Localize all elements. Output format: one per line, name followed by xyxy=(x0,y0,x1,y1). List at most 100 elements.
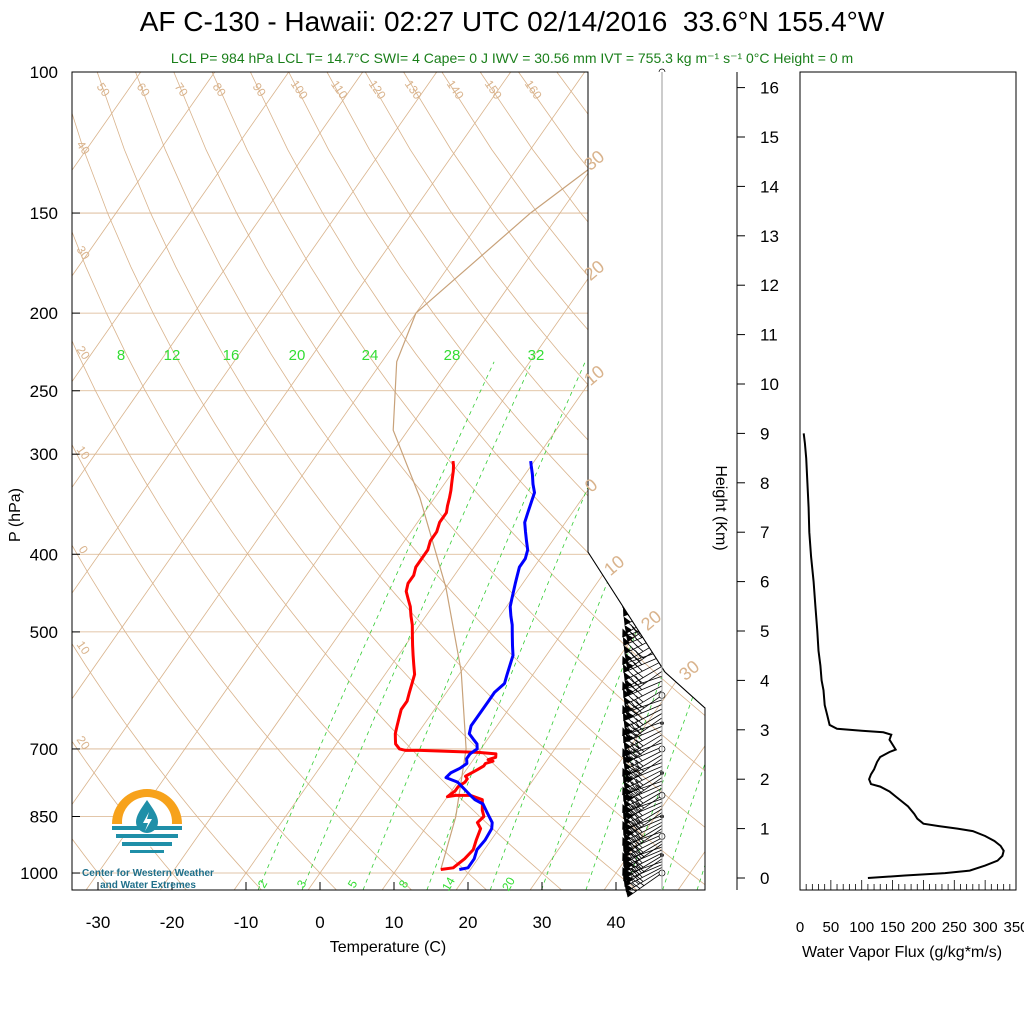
height-tick-label: 8 xyxy=(760,474,769,493)
wv-tick-label: 250 xyxy=(942,919,967,936)
wind-barb-icon xyxy=(623,750,663,771)
dry-adiabat-line xyxy=(441,72,705,404)
wind-barb-feather xyxy=(635,759,644,767)
wind-barb-shaft xyxy=(624,685,663,706)
wind-barb-flag xyxy=(625,754,634,763)
t-tick-label: -10 xyxy=(234,913,259,932)
wind-barb-flag xyxy=(625,711,634,720)
dry-adiabat-line xyxy=(72,111,637,890)
t-tick-label: 0 xyxy=(315,913,324,932)
isotherm-label: 20 xyxy=(74,733,93,752)
wind-barb-shaft xyxy=(625,734,663,757)
wind-barb-feather xyxy=(635,753,643,762)
wind-barb-feather xyxy=(632,821,641,829)
mixing-ratio-line xyxy=(362,361,586,890)
dry-adiabat-line xyxy=(72,443,412,890)
wind-barb-feather xyxy=(630,782,637,791)
wind-barb-feather xyxy=(631,742,640,749)
wind-barb-icon xyxy=(624,754,663,777)
isotherm-line xyxy=(455,533,705,890)
dry-adiabat-line xyxy=(288,72,705,609)
p-tick-label: 700 xyxy=(30,740,58,759)
wind-barb-feather xyxy=(630,756,639,764)
wind-barb-shaft xyxy=(625,754,663,777)
isotherm-line xyxy=(72,72,290,383)
isotherm-line xyxy=(72,72,364,489)
dry-adiabat-line xyxy=(72,838,112,890)
t-tick-label: 30 xyxy=(533,913,552,932)
mixing-ratio-label: 3 xyxy=(294,877,310,890)
wind-barb-flag xyxy=(623,671,631,681)
p-tick-label: 500 xyxy=(30,623,58,642)
logo-bolt-icon xyxy=(143,812,152,831)
dry-adiabat-label: 90 xyxy=(250,80,269,99)
mixing-ratio-label: 24 xyxy=(362,347,379,364)
wind-barb-feather xyxy=(635,688,643,697)
mixing-ratio-label: 20 xyxy=(499,874,518,893)
isotherm-label: 20 xyxy=(74,343,93,362)
height-tick-label: 4 xyxy=(760,671,769,690)
wind-barb-shaft xyxy=(625,713,663,736)
wind-barb-shaft xyxy=(627,843,663,869)
wind-barb-flag xyxy=(623,696,631,705)
wind-barb-shaft xyxy=(627,872,663,898)
skew-t-frame xyxy=(71,71,745,891)
isotherm-line xyxy=(677,850,705,890)
wind-barb-shaft xyxy=(627,694,663,720)
wind-barb-shaft xyxy=(624,750,663,771)
logo-wave-icon xyxy=(116,834,178,838)
wind-barb-shaft xyxy=(627,812,663,837)
wind-barb-feather xyxy=(630,793,639,801)
wind-barb-flag xyxy=(625,633,634,642)
wind-barb-feather xyxy=(630,750,638,758)
wind-barb-shaft xyxy=(623,655,663,673)
wind-barb-flag xyxy=(624,703,632,713)
height-tick-label: 14 xyxy=(760,177,779,196)
wind-barb-feather xyxy=(635,739,644,747)
x-axis-label: Temperature (C) xyxy=(330,939,446,956)
wind-barb-shaft xyxy=(624,660,663,681)
wind-barb-shaft xyxy=(627,858,663,884)
mixing-ratio-label: 14 xyxy=(439,874,458,893)
wv-plot-border xyxy=(799,71,1017,891)
height-tick-label: 10 xyxy=(760,375,779,394)
wind-barb-feather xyxy=(630,763,637,772)
isotherm-line xyxy=(603,745,705,890)
mixing-ratio-line xyxy=(662,762,705,890)
wind-barb-shaft xyxy=(625,825,663,848)
mixing-ratio-label: 12 xyxy=(164,347,181,364)
dry-adiabat-label: 70 xyxy=(172,80,191,99)
isotherm-label: 10 xyxy=(74,443,93,462)
dry-adiabat-label: 50 xyxy=(94,80,113,99)
wind-barb-flag xyxy=(623,832,631,842)
dewpoint-profile-line xyxy=(444,460,536,871)
p-tick-label: 250 xyxy=(30,382,58,401)
wv-tick-label: 200 xyxy=(911,919,936,936)
cw3e-logo: Center for Western Weather and Water Ext… xyxy=(82,789,214,891)
wind-barb-icon xyxy=(624,734,663,757)
dry-adiabat-label: 130 xyxy=(402,77,425,102)
wind-barb-icon xyxy=(625,670,663,696)
dry-adiabat-line xyxy=(72,643,262,890)
mixing-ratio-line xyxy=(426,361,642,890)
p-tick-label: 150 xyxy=(30,204,58,223)
p-tick-label: 850 xyxy=(30,807,58,826)
wind-barb-shaft xyxy=(627,777,663,803)
y-axis-label: P (hPa) xyxy=(7,488,24,542)
wind-barb-icon xyxy=(624,665,663,689)
wind-barb-flag xyxy=(624,625,632,634)
wind-barb-icon xyxy=(625,717,663,743)
dry-adiabat-label: 150 xyxy=(482,77,505,102)
plot-right-edge xyxy=(587,72,706,890)
p-tick-label: 1000 xyxy=(20,864,58,883)
wv-tick-label: 100 xyxy=(849,919,874,936)
height-tick-label: 3 xyxy=(760,721,769,740)
wind-barb-feather xyxy=(630,735,639,744)
wind-barb-feather xyxy=(630,769,638,778)
plot-mask xyxy=(588,72,705,708)
wind-barb-shaft xyxy=(624,867,663,887)
wind-barb-shaft xyxy=(627,758,663,784)
wind-barb-feather xyxy=(631,816,640,824)
isotherm-label: 10 xyxy=(74,638,93,657)
wind-barb-icon xyxy=(623,685,663,706)
